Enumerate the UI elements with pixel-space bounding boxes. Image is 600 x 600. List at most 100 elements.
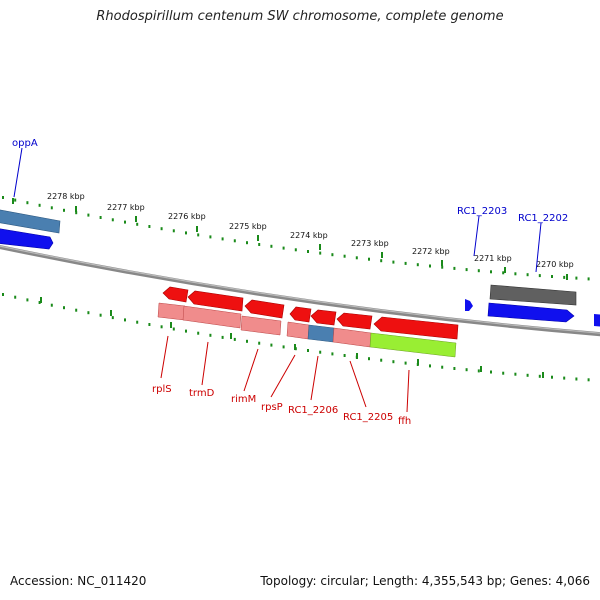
minor-tick: [124, 220, 126, 224]
minor-tick: [416, 263, 419, 267]
gene-label-ffh[interactable]: ffh: [398, 416, 411, 427]
minor-tick: [50, 206, 53, 210]
minor-tick: [124, 318, 126, 322]
minor-tick: [111, 316, 114, 320]
minor-tick: [331, 253, 334, 257]
gene-label-RC1_2205[interactable]: RC1_2205: [343, 412, 393, 423]
minor-tick: [185, 329, 187, 333]
gene-label-RC1_2202[interactable]: RC1_2202: [518, 213, 568, 224]
minor-tick: [538, 374, 541, 378]
major-tick: [294, 344, 296, 350]
minor-tick: [526, 373, 529, 377]
gene-arrow-RC1_2206: [310, 309, 337, 326]
major-tick: [566, 274, 568, 280]
leader-line-RC1_2203: [473, 215, 480, 257]
forward-features-left[interactable]: [0, 209, 61, 250]
minor-tick: [209, 235, 212, 239]
minor-tick: [270, 244, 273, 248]
gene-label-RC1_2206[interactable]: RC1_2206: [288, 405, 338, 416]
minor-tick: [185, 231, 187, 235]
minor-tick: [490, 370, 492, 374]
minor-tick: [331, 352, 334, 356]
minor-tick: [197, 233, 200, 237]
genome-summary-text: Topology: circular; Length: 4,355,543 bp…: [260, 574, 590, 588]
minor-tick: [429, 364, 431, 368]
minor-tick: [404, 261, 407, 265]
chromosome-backbone: [0, 245, 600, 337]
feature-bar-ffh: [369, 332, 457, 358]
minor-tick: [587, 378, 590, 382]
leader-line-rpsP: [270, 354, 296, 398]
minor-tick: [246, 241, 248, 245]
minor-tick: [38, 301, 41, 304]
minor-tick: [514, 272, 517, 276]
gene-label-rplS[interactable]: rplS: [152, 384, 172, 395]
minor-tick: [380, 358, 383, 362]
gene-arrow-rpsP: [289, 306, 312, 323]
minor-tick: [307, 349, 309, 352]
minor-tick: [63, 306, 65, 310]
forward-gene-arrow: [0, 228, 54, 250]
minor-tick: [465, 368, 468, 372]
minor-tick: [258, 341, 261, 345]
minor-tick: [429, 264, 431, 268]
gene-label-RC1_2203[interactable]: RC1_2203: [457, 206, 507, 217]
minor-tick: [380, 259, 383, 263]
minor-tick: [392, 260, 395, 264]
major-tick: [417, 359, 419, 365]
minor-tick: [575, 276, 578, 280]
forward-gene-arrow: [487, 302, 575, 323]
gray-feature: [489, 284, 577, 306]
minor-tick: [477, 269, 480, 273]
minor-tick: [14, 295, 17, 299]
gene-label-rpsP[interactable]: rpsP: [261, 402, 283, 413]
map-title: Rhodospirillum centenum SW chromosome, c…: [96, 9, 504, 24]
major-tick: [319, 244, 321, 250]
major-tick: [480, 366, 482, 372]
minor-tick: [111, 218, 114, 222]
forward-features-right[interactable]: [465, 284, 600, 327]
minor-tick: [368, 357, 370, 361]
minor-tick: [392, 360, 395, 364]
minor-tick: [197, 331, 200, 335]
reverse-feature-bars[interactable]: [157, 302, 457, 358]
major-tick: [257, 235, 259, 241]
minor-tick: [526, 273, 529, 277]
minor-tick: [477, 369, 480, 373]
minor-tick: [38, 203, 41, 207]
gene-label-oppA[interactable]: oppA: [12, 138, 38, 149]
scale-label: 2274 kbp: [290, 231, 328, 240]
minor-tick: [343, 254, 346, 258]
minor-tick: [26, 201, 29, 205]
leader-line-RC1_2205: [349, 360, 367, 408]
upper-tick-track: [2, 196, 590, 281]
feature-bar-RC1_2205: [332, 327, 372, 348]
minor-tick: [551, 375, 553, 379]
gene-label-trmD[interactable]: trmD: [189, 388, 215, 399]
minor-tick: [551, 275, 553, 278]
minor-tick: [453, 367, 456, 370]
minor-tick: [148, 225, 151, 228]
gene-label-rimM[interactable]: rimM: [231, 394, 256, 405]
minor-tick: [282, 246, 285, 250]
minor-tick: [233, 337, 236, 341]
minor-tick: [75, 211, 78, 215]
minor-tick: [209, 333, 212, 337]
scale-label: 2271 kbp: [474, 254, 512, 263]
minor-tick: [50, 303, 53, 307]
minor-tick: [514, 372, 517, 376]
scale-label: 2272 kbp: [412, 247, 450, 256]
minor-tick: [563, 275, 566, 279]
major-tick: [196, 226, 198, 232]
minor-tick: [465, 268, 468, 272]
minor-tick: [502, 271, 505, 275]
feature-bar-rplS: [157, 302, 186, 321]
minor-tick: [136, 320, 139, 324]
minor-tick: [221, 237, 224, 241]
major-tick: [381, 252, 383, 258]
major-tick: [356, 353, 358, 359]
blue-feature-oppA: [0, 209, 61, 234]
minor-tick: [26, 298, 29, 302]
reverse-gene-arrows[interactable]: [162, 286, 459, 340]
